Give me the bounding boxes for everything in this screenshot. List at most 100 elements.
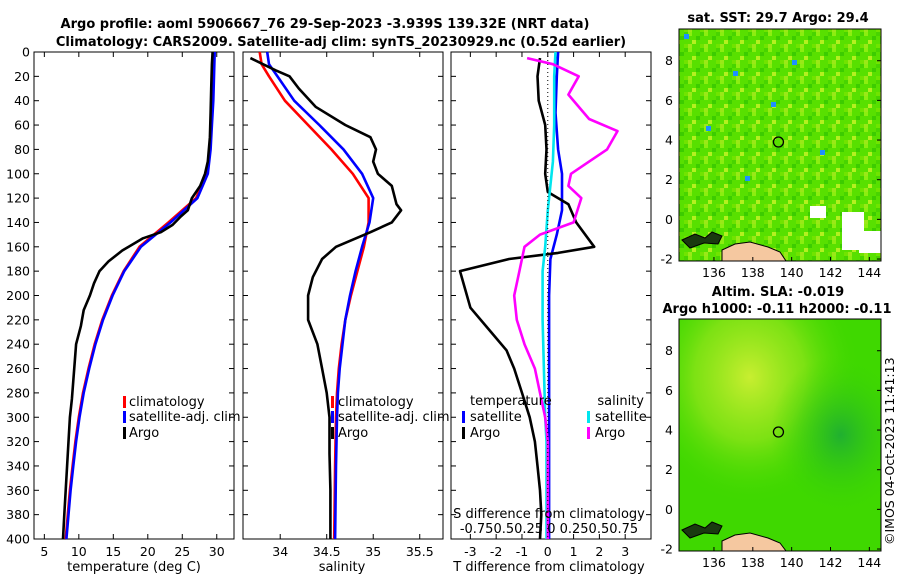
- x-tick-label: 35.5: [406, 544, 434, 559]
- salinity-xlabel: salinity: [319, 560, 366, 575]
- x-tick-label: 34: [272, 544, 288, 559]
- y-tick-label: 360: [6, 483, 30, 498]
- map-y-tick-label: 2: [665, 462, 673, 477]
- y-tick-label: 200: [6, 288, 30, 303]
- map-x-tick-label: 142: [819, 555, 843, 570]
- tdiff-xlabel: T difference from climatology: [452, 560, 645, 575]
- y-tick-label: 0: [22, 45, 30, 60]
- map-y-tick-label: 2: [665, 172, 673, 187]
- map-x-tick-label: 136: [702, 265, 726, 280]
- sst-map-title: sat. SST: 29.7 Argo: 29.4: [687, 11, 868, 26]
- sla-low-anomaly: [679, 319, 881, 551]
- figure-title-line1: Argo profile: aoml 5906667_76 29-Sep-202…: [61, 17, 590, 32]
- x-tick-label: 35: [365, 544, 381, 559]
- sst-cold-cell: [684, 34, 689, 39]
- x-tick-label: 5: [40, 544, 48, 559]
- series-line-satellite-adj-clim: [265, 51, 375, 540]
- map-x-tick-label: 136: [702, 555, 726, 570]
- sla-islands: [681, 521, 723, 539]
- map-x-tick-label: 144: [857, 265, 881, 280]
- y-tick-label: 240: [6, 337, 30, 352]
- y-tick-label: 40: [14, 93, 30, 108]
- x-tick-label: 2: [595, 544, 603, 559]
- map-x-tick-label: 144: [857, 555, 881, 570]
- legend-swatch-argo: [123, 427, 126, 439]
- sst-frame: [678, 28, 882, 262]
- map-x-tick-label: 142: [819, 265, 843, 280]
- map-y-tick-label: 4: [665, 133, 673, 148]
- y-tick-label: 280: [6, 385, 30, 400]
- temperature-panel: [33, 51, 235, 540]
- temperature-xlabel: temperature (deg C): [67, 560, 201, 575]
- credit-text: ©IMOS 04-Oct-2023 11:41:13: [882, 357, 897, 545]
- x-tick-label: 10: [71, 544, 87, 559]
- legend3-title-salinity: salinity: [597, 394, 644, 409]
- x-tick-label: 25: [174, 544, 190, 559]
- sla-map: [678, 318, 882, 552]
- sla-map-subtitle: Argo h1000: -0.11 h2000: -0.11: [662, 302, 891, 317]
- sst-cold-cell: [820, 150, 825, 155]
- sla-argo-marker: [772, 426, 785, 438]
- legend-label-argo: Argo: [129, 426, 159, 441]
- x-tick-label: -3: [464, 544, 476, 559]
- series-line-temperature-argo: [458, 57, 596, 540]
- map-y-tick-label: 6: [665, 93, 673, 108]
- legend3-label-temp-argo: Argo: [470, 426, 500, 441]
- legend3-label-sal-satellite: satellite: [595, 410, 647, 425]
- map-y-tick-label: 0: [665, 212, 673, 227]
- legend2-swatch-climatology: [331, 396, 334, 408]
- y-tick-label: 400: [6, 532, 30, 547]
- legend2-label-argo: Argo: [338, 426, 368, 441]
- legend3-swatch-sal-satellite: [587, 411, 590, 423]
- y-tick-label: 60: [14, 118, 30, 133]
- x-tick-label: 34.5: [313, 544, 341, 559]
- x-tick-label: -2: [490, 544, 502, 559]
- legend3-label-temp-satellite: satellite: [470, 410, 522, 425]
- x-tick-label: 30: [209, 544, 225, 559]
- y-tick-label: 160: [6, 239, 30, 254]
- map-y-tick-label: 0: [665, 502, 673, 517]
- y-tick-label: 100: [6, 166, 30, 181]
- sst-cold-cell: [706, 126, 711, 131]
- map-y-tick-label: -2: [661, 542, 673, 557]
- legend2-label-climatology: climatology: [338, 395, 414, 410]
- legend-label-satellite: satellite-adj. clim: [129, 410, 241, 425]
- series-line-salinity-argo: [512, 56, 619, 539]
- map-x-tick-label: 138: [741, 265, 765, 280]
- x-tick-label: 20: [140, 544, 156, 559]
- y-tick-label: 20: [14, 69, 30, 84]
- y-tick-label: 380: [6, 507, 30, 522]
- sla-map-title: Altim. SLA: -0.019: [712, 285, 844, 300]
- y-tick-label: 120: [6, 191, 30, 206]
- legend-swatch-climatology: [123, 396, 126, 408]
- sdiff-axis-ticks: -0.750.50.25 0 0.250.50.75: [460, 522, 638, 537]
- salinity-panel: [242, 51, 444, 540]
- y-tick-label: 180: [6, 264, 30, 279]
- x-tick-label: 1: [570, 544, 578, 559]
- map-y-tick-label: 8: [665, 53, 673, 68]
- y-tick-label: 220: [6, 312, 30, 327]
- legend2-swatch-argo: [331, 427, 334, 439]
- x-tick-label: 3: [621, 544, 629, 559]
- legend3-title-temperature: temperature: [470, 394, 552, 409]
- sst-missing-data: [810, 206, 826, 218]
- legend2-swatch-satellite: [331, 411, 334, 423]
- series-line-satellite-adj-clim: [65, 51, 216, 540]
- legend-swatch-satellite: [123, 411, 126, 423]
- legend3-swatch-sal-argo: [587, 427, 590, 439]
- x-tick-label: -1: [516, 544, 528, 559]
- y-tick-label: 300: [6, 410, 30, 425]
- legend3-swatch-temp-satellite: [462, 411, 465, 423]
- series-line-argo: [249, 56, 403, 539]
- sla-frame: [678, 318, 882, 552]
- x-tick-label: 0: [544, 544, 552, 559]
- map-y-tick-label: -2: [661, 252, 673, 267]
- sst-cold-cell: [771, 102, 776, 107]
- map-x-tick-label: 138: [741, 555, 765, 570]
- series-line-argo: [61, 51, 214, 540]
- map-y-tick-label: 4: [665, 423, 673, 438]
- legend3-swatch-temp-argo: [462, 427, 465, 439]
- y-tick-label: 320: [6, 434, 30, 449]
- map-y-tick-label: 8: [665, 343, 673, 358]
